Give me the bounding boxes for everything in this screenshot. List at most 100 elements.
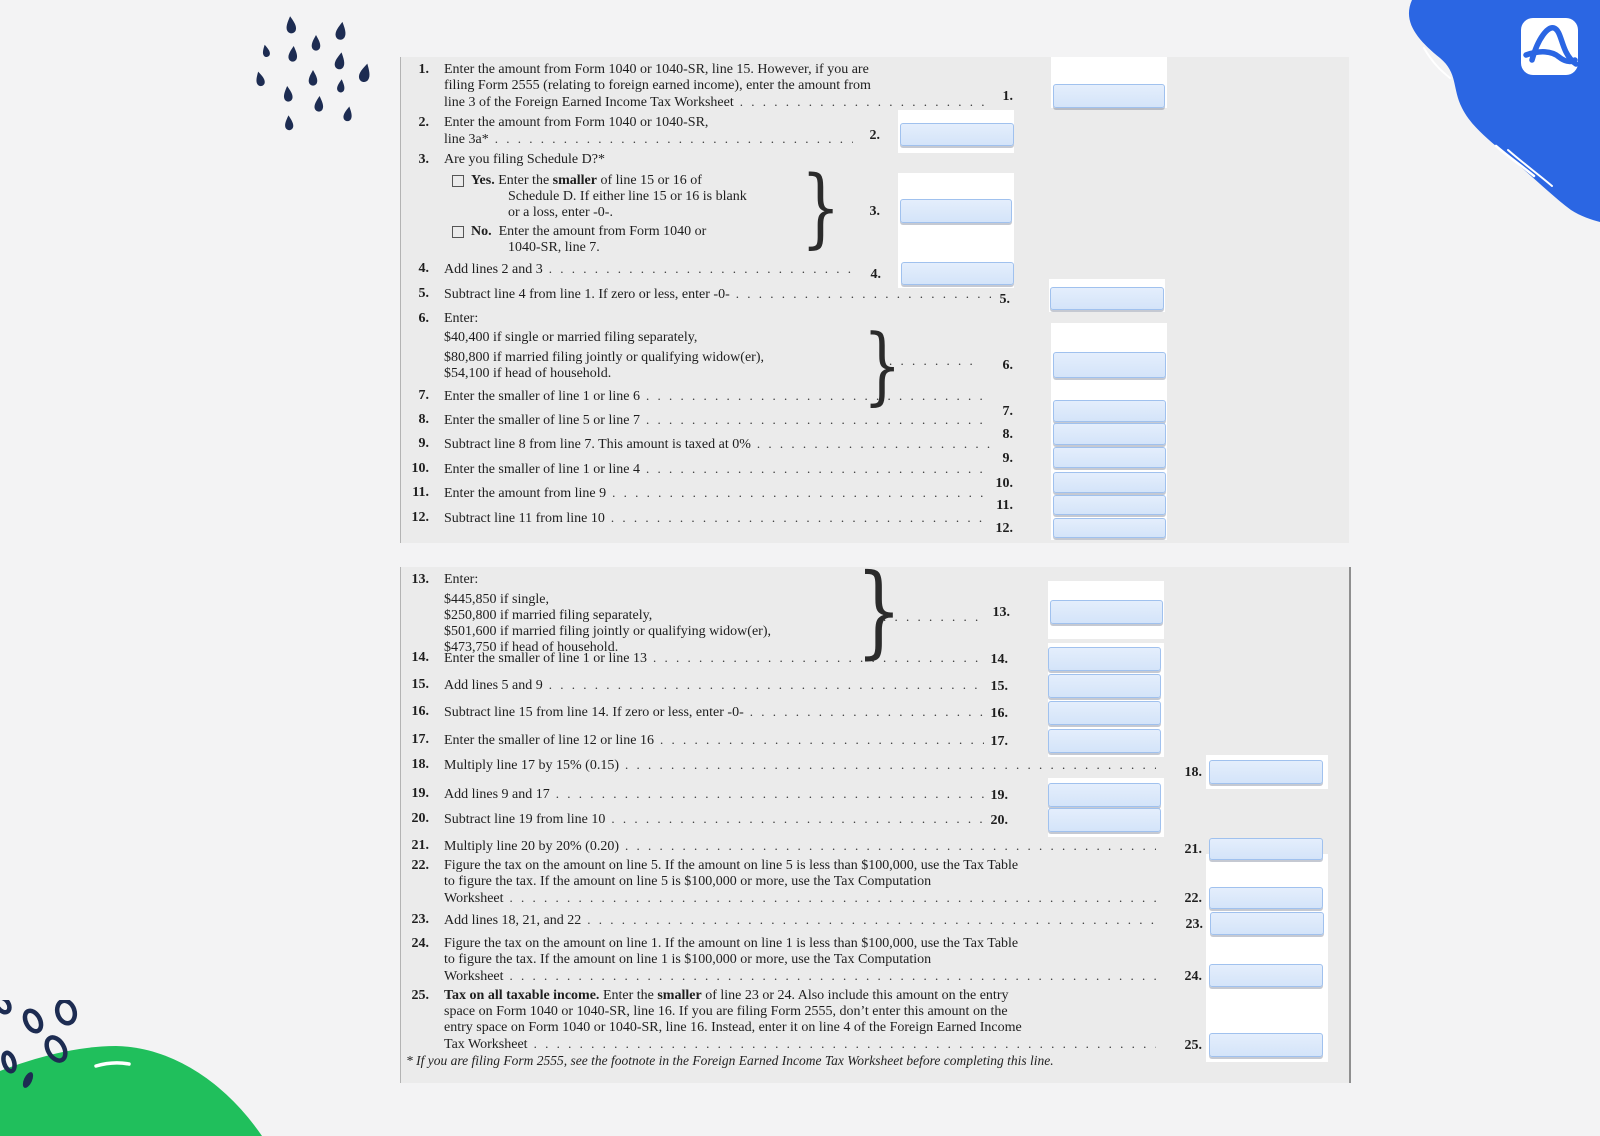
text-segment: space on Form 1040 or 1040-SR, line 16. … [444, 1004, 1008, 1019]
line-20-amount-input[interactable] [1048, 808, 1161, 832]
text-segment: Enter the smaller of line 1 or line 4 [444, 462, 640, 477]
line-1-amount: 1. [1003, 84, 1165, 108]
line-25-amount: 25. [1185, 1033, 1323, 1057]
line-6-amount: 6. [1003, 352, 1166, 378]
line-number: 22. [411, 858, 430, 873]
worksheet-line-13-row: 13. Enter: $445,850 if single, $250,800 if … [401, 572, 1349, 656]
line-description: Enter the smaller of line 1 or line 13 [444, 650, 984, 667]
text-segment: Are you filing Schedule D?* [444, 152, 605, 167]
line-description: Enter the smaller of line 5 or line 7 [444, 412, 991, 429]
line-18-amount-input[interactable] [1209, 760, 1323, 784]
amount-line-number: 24. [1184, 968, 1203, 984]
line-number: 18. [411, 757, 430, 772]
line-1-amount-input[interactable] [1053, 84, 1165, 108]
line-25-amount-input[interactable] [1209, 1033, 1323, 1057]
text-segment: Enter the amount from Form 1040 or [491, 224, 707, 239]
text-segment: Subtract line 19 from line 10 [444, 812, 606, 827]
line-23-amount-input[interactable] [1210, 912, 1324, 935]
dotted-leader [581, 912, 1156, 929]
line-number: 10. [411, 461, 430, 476]
text-segment: Subtract line 4 from line 1. If zero or … [444, 287, 730, 302]
pdf-logo-icon [1521, 18, 1579, 75]
line-number: 17. [411, 732, 430, 747]
text-segment: Add lines 9 and 17 [444, 787, 550, 802]
worksheet-line-2-row: 2. Enter the amount from Form 1040 or 104… [401, 115, 1349, 148]
line-7-amount-input[interactable] [1053, 400, 1166, 422]
line-description: Multiply line 20 by 20% (0.20) [444, 838, 1156, 855]
amount-line-number: 15. [990, 679, 1009, 694]
text-segment: Tax on all taxable income. [444, 988, 600, 1003]
text-segment: Figure the tax on the amount on line 1. … [444, 936, 1019, 951]
line-9-amount: 9. [1003, 447, 1166, 468]
line-number: 6. [418, 311, 430, 326]
text-segment: of line 15 or 16 of [596, 173, 702, 188]
line-6-amount-input[interactable] [1053, 352, 1166, 378]
line-5-amount-input[interactable] [1050, 287, 1164, 310]
text-segment: of line 23 or 24. Also include this amou… [701, 988, 1009, 1003]
dotted-leader [744, 704, 984, 721]
text-segment: Enter the [494, 173, 553, 188]
dotted-leader [730, 286, 991, 303]
text-segment: $445,850 if single, [444, 592, 549, 607]
line-24-amount-input[interactable] [1209, 964, 1323, 987]
text-segment: $40,400 if single or married filing sepa… [444, 330, 698, 345]
line-11-amount-input[interactable] [1053, 495, 1166, 515]
amount-line-number: 22. [1184, 891, 1203, 906]
line-13-amount-input[interactable] [1050, 600, 1163, 624]
worksheet-page-2: * If you are filing Form 2555, see the f… [400, 567, 1351, 1083]
line-12-amount-input[interactable] [1053, 518, 1166, 538]
line-19-amount-input[interactable] [1048, 783, 1161, 807]
line-description: Enter the smaller of line 1 or line 4 [444, 461, 991, 478]
line-description: Enter the smaller of line 1 or line 6 [444, 388, 991, 405]
line-3-amount-input[interactable] [900, 199, 1012, 223]
dotted-leader [734, 94, 991, 111]
amount-line-number: 8. [1002, 427, 1014, 442]
line-number: 9. [418, 436, 430, 451]
line-number: 20. [411, 811, 430, 826]
text-segment: $473,750 if head of household. [444, 640, 619, 655]
line-16-amount: 16. [991, 701, 1161, 725]
line-14-amount-input[interactable] [1048, 647, 1161, 671]
line-9-amount-input[interactable] [1053, 447, 1166, 468]
worksheet-line-15-row: 15. Add lines 5 and 9 [401, 677, 1349, 694]
text-segment: Enter the amount from line 9 [444, 486, 607, 501]
line-2-amount-input[interactable] [900, 123, 1014, 146]
text-segment: Add lines 5 and 9 [444, 678, 543, 693]
yes-checkbox[interactable] [452, 175, 464, 187]
text-segment: Multiply line 20 by 20% (0.20) [444, 839, 619, 854]
text-segment: Multiply line 17 by 15% (0.15) [444, 758, 619, 773]
line-15-amount-input[interactable] [1048, 674, 1161, 698]
line-description: Add lines 2 and 3 [444, 261, 853, 278]
line-21-amount-input[interactable] [1209, 838, 1323, 860]
line-description: Are you filing Schedule D?* Yes. Enter th… [444, 152, 874, 256]
no-checkbox[interactable] [452, 226, 464, 238]
text-segment: Yes. [471, 173, 495, 188]
dotted-leader [489, 131, 853, 148]
line-8-amount-input[interactable] [1053, 423, 1166, 445]
line-17-amount-input[interactable] [1048, 729, 1161, 753]
line-10-amount-input[interactable] [1053, 472, 1166, 493]
amount-line-number: 19. [990, 788, 1009, 803]
dotted-leader [640, 412, 991, 429]
text-segment: smaller [552, 173, 597, 188]
amount-line-number: 7. [1002, 404, 1014, 419]
line-number: 8. [418, 412, 430, 427]
amount-line-number: 12. [995, 521, 1014, 536]
line-4-amount-input[interactable] [901, 262, 1014, 285]
text-segment: Worksheet [444, 891, 504, 906]
text-segment: or a loss, enter -0-. [508, 205, 613, 220]
text-segment: Subtract line 15 from line 14. If zero o… [444, 705, 744, 720]
worksheet-line-3-row: 3. Are you filing Schedule D?* Yes. Enter … [401, 152, 1349, 256]
line-22-amount-input[interactable] [1209, 887, 1323, 909]
text-segment: Enter: [444, 572, 479, 587]
dotted-leader [504, 890, 1156, 907]
worksheet-line-8-row: 8. Enter the smaller of line 5 or line 7 [401, 412, 1349, 429]
line-16-amount-input[interactable] [1048, 701, 1161, 725]
line-3-amount: 3. [870, 199, 1012, 223]
text-segment: Add lines 18, 21, and 22 [444, 913, 582, 928]
line-number: 2. [418, 115, 430, 130]
blue-brush-blob [1408, 0, 1600, 222]
worksheet-line-6-row: 6. Enter: $40,400 if single or married fil… [401, 311, 1349, 382]
line-4-amount: 4. [871, 262, 1014, 285]
amount-line-number: 4. [870, 266, 882, 282]
